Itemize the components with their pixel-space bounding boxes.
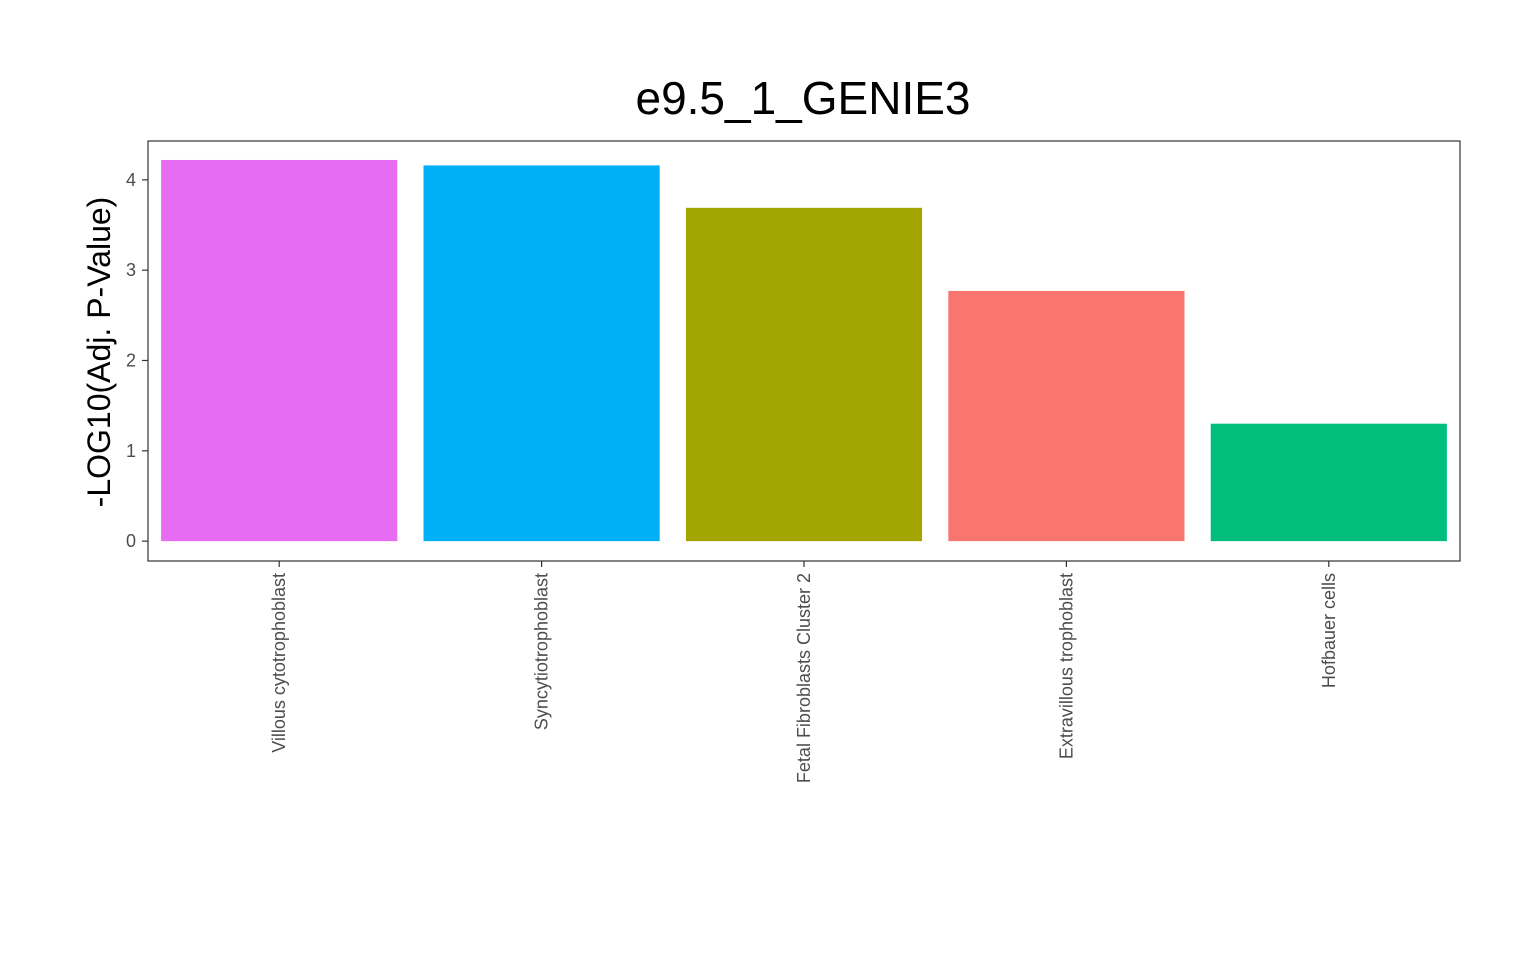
bar bbox=[1210, 423, 1447, 542]
x-tick-label: Syncytiotrophoblast bbox=[532, 573, 552, 730]
chart-title: e9.5_1_GENIE3 bbox=[635, 72, 970, 124]
y-tick-label: 0 bbox=[126, 531, 136, 551]
x-tick-label: Hofbauer cells bbox=[1319, 573, 1339, 688]
y-axis-label: -LOG10(Adj. P-Value) bbox=[81, 197, 117, 508]
bar bbox=[948, 290, 1185, 542]
y-tick-label: 3 bbox=[126, 260, 136, 280]
bar bbox=[161, 159, 398, 542]
x-tick-label: Extravillous trophoblast bbox=[1056, 573, 1076, 759]
bar bbox=[685, 207, 923, 542]
x-tick-label: Villous cytotrophoblast bbox=[269, 573, 289, 753]
bar bbox=[423, 165, 660, 542]
y-tick-label: 1 bbox=[126, 441, 136, 461]
y-axis: 0 1 2 3 4 bbox=[126, 170, 148, 551]
y-tick-label: 2 bbox=[126, 350, 136, 370]
bars-group bbox=[161, 159, 1447, 542]
x-axis: Villous cytotrophoblast Syncytiotrophobla… bbox=[269, 561, 1339, 783]
x-tick-label: Fetal Fibroblasts Cluster 2 bbox=[794, 573, 814, 783]
y-tick-label: 4 bbox=[126, 170, 136, 190]
